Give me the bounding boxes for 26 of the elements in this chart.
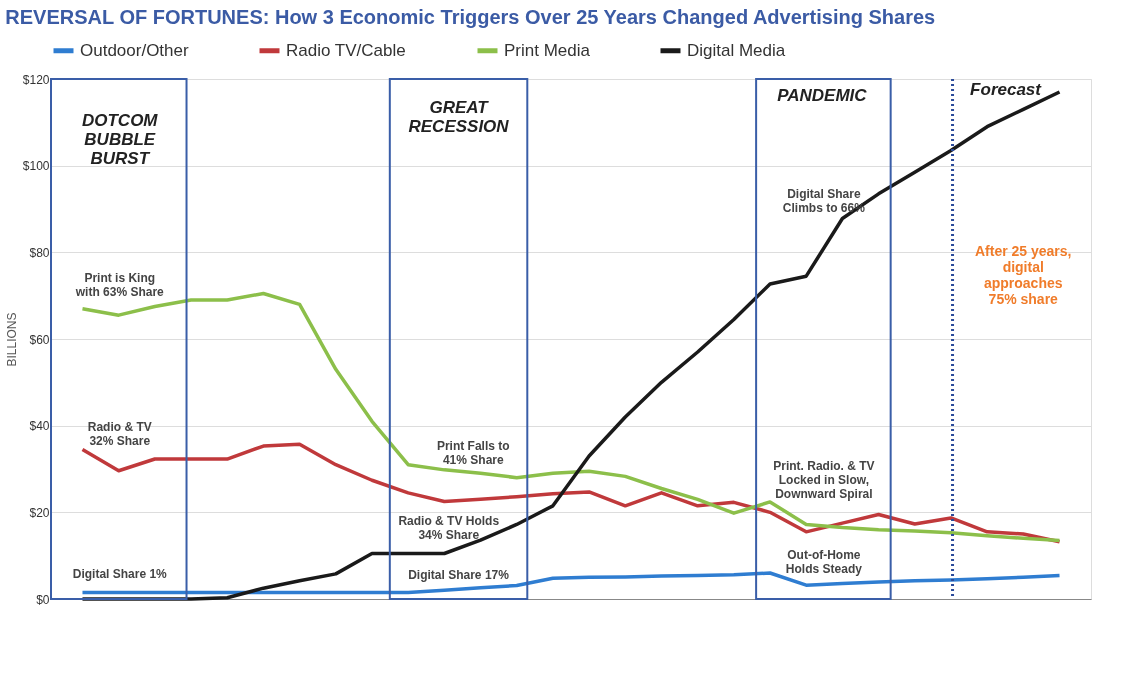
annotation: DOTCOM BUBBLE BURST bbox=[81, 110, 159, 168]
annotation: Digital Share 17% bbox=[408, 567, 510, 582]
chart-title: REVERSAL OF FORTUNES: How 3 Economic Triggers Over 25 Years Changed Advertising Shares bbox=[5, 6, 936, 28]
annotation: Forecast bbox=[970, 79, 1043, 99]
y-tick-label: $40 bbox=[29, 419, 50, 434]
legend-label: Outdoor/Other bbox=[80, 40, 189, 60]
legend-label: Digital Media bbox=[687, 40, 786, 60]
annotation: Digital Share 1% bbox=[72, 566, 168, 581]
annotation: Out-of-Home Holds Steady bbox=[785, 548, 863, 577]
y-tick-label: $0 bbox=[36, 592, 50, 607]
y-tick-label: $60 bbox=[29, 332, 50, 347]
annotation: Radio & TV Holds 34% Share bbox=[398, 514, 500, 543]
y-tick-label: $20 bbox=[29, 505, 50, 520]
annotation: GREAT RECESSION bbox=[408, 98, 510, 137]
annotation: Radio & TV 32% Share bbox=[87, 419, 152, 448]
annotation: Print Falls to 41% Share bbox=[436, 439, 510, 468]
annotation: After 25 years, digital approaches 75% share bbox=[974, 243, 1072, 308]
y-tick-label: $120 bbox=[22, 72, 50, 87]
annotation: Print. Radio. & TV Locked in Slow, Downward Spiral bbox=[773, 458, 875, 501]
legend-label: Radio TV/Cable bbox=[286, 40, 406, 60]
annotation: PANDEMIC bbox=[777, 86, 868, 106]
y-axis-title: BILLIONS bbox=[4, 312, 19, 367]
y-tick-label: $100 bbox=[22, 159, 50, 174]
y-tick-label: $80 bbox=[29, 245, 50, 260]
legend-label: Print Media bbox=[504, 40, 591, 60]
annotation: Print is King with 63% Share bbox=[74, 271, 165, 300]
